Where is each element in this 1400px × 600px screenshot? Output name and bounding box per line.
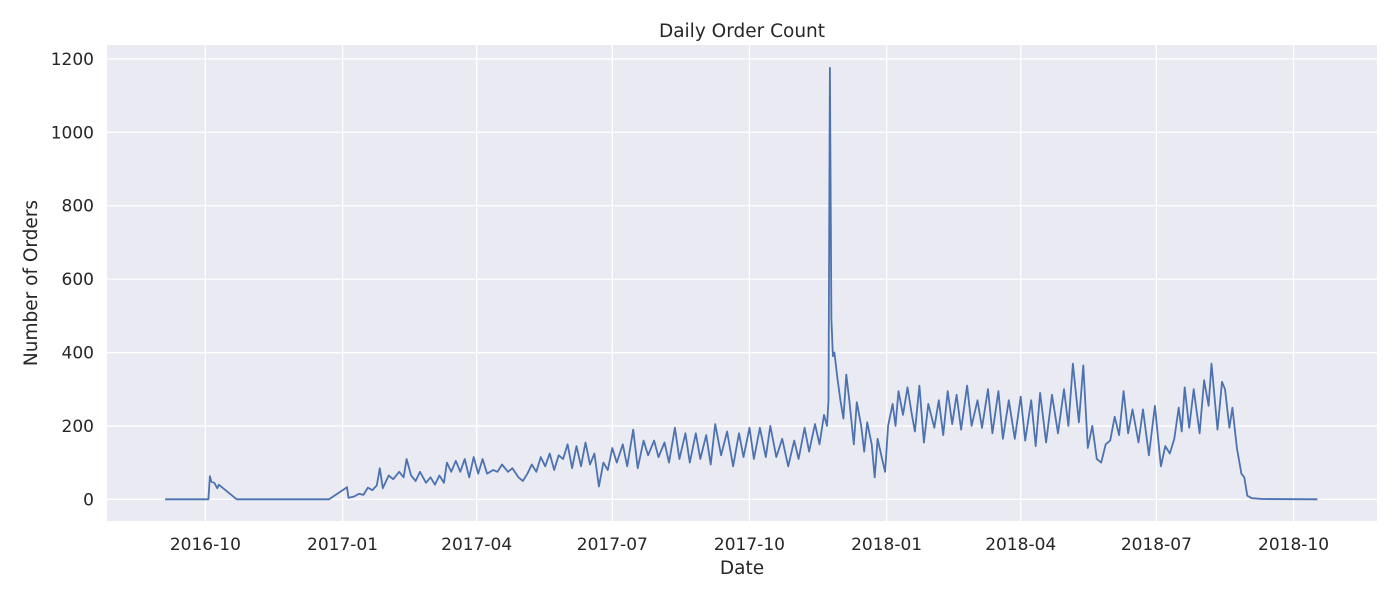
x-tick-label: 2016-10	[170, 535, 241, 555]
x-tick-label: 2018-01	[851, 535, 922, 555]
x-tick-label: 2017-07	[577, 535, 648, 555]
x-tick-label: 2017-10	[714, 535, 785, 555]
y-axis-label: Number of Orders	[21, 200, 42, 366]
x-tick-label: 2018-07	[1121, 535, 1192, 555]
y-tick-label: 400	[62, 344, 94, 364]
y-tick-labels: 0 200 400 600 800 1000 1200	[51, 50, 94, 510]
x-tick-label: 2018-10	[1258, 535, 1329, 555]
series-line-daily-orders	[165, 66, 1318, 501]
y-tick-label: 1200	[51, 50, 94, 70]
plot-background	[107, 45, 1377, 521]
y-tick-label: 200	[62, 417, 94, 437]
x-axis-label: Date	[720, 558, 764, 579]
chart-title: Daily Order Count	[659, 21, 825, 42]
grid-lines	[107, 45, 1377, 521]
x-tick-label: 2017-04	[441, 535, 512, 555]
x-tick-label: 2017-01	[307, 535, 378, 555]
y-tick-label: 600	[62, 270, 94, 290]
y-tick-label: 1000	[51, 123, 94, 143]
x-tick-label: 2018-04	[985, 535, 1056, 555]
y-tick-label: 800	[62, 197, 94, 217]
y-tick-label: 0	[83, 490, 94, 510]
x-tick-labels: 2016-10 2017-01 2017-04 2017-07 2017-10 2018-…	[170, 535, 1329, 555]
